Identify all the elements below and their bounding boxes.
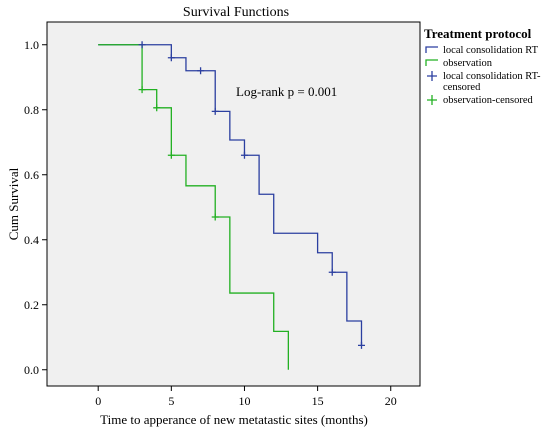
- chart-title: Survival Functions: [183, 5, 289, 20]
- censor-mark-1: [138, 86, 146, 94]
- x-axis: 0 5 10 15 20: [95, 386, 397, 408]
- y-tick-label: 0.8: [24, 103, 39, 117]
- legend-label-3: observation-censored: [443, 95, 534, 106]
- legend-label-0: local consolidation RT: [443, 45, 539, 56]
- censor-layer: [138, 41, 365, 349]
- legend-label-2: local consolidation RT-: [443, 71, 541, 82]
- censor-mark-0: [240, 151, 248, 159]
- legend-title: Treatment protocol: [424, 26, 532, 41]
- censor-mark-0: [211, 107, 219, 115]
- legend-swatch-1: [425, 59, 438, 66]
- censor-mark-1: [211, 213, 219, 221]
- censor-mark-0: [197, 67, 205, 75]
- legend-label-1: observation: [443, 58, 493, 69]
- x-tick-label: 10: [238, 394, 250, 408]
- legend-label-2: censored: [443, 82, 481, 93]
- legend-swatch-2: [427, 71, 437, 81]
- censor-mark-0: [328, 268, 336, 276]
- series-line-0: [98, 44, 363, 346]
- legend-swatch-3: [427, 95, 437, 105]
- y-axis: 0.0 0.2 0.4 0.6 0.8 1.0: [24, 38, 47, 377]
- x-tick-label: 0: [95, 394, 101, 408]
- legend: Treatment protocol local consolidation R…: [424, 26, 541, 106]
- x-tick-label: 15: [312, 394, 324, 408]
- x-axis-title: Time to apperance of new metatastic site…: [100, 412, 368, 427]
- censor-mark-0: [357, 341, 365, 349]
- x-tick-label: 5: [168, 394, 174, 408]
- y-axis-title: Cum Survival: [6, 167, 21, 240]
- plot-area: [46, 21, 421, 387]
- censor-mark-0: [138, 41, 146, 49]
- x-tick-label: 20: [385, 394, 397, 408]
- censor-mark-0: [167, 54, 175, 62]
- y-tick-label: 0.0: [24, 363, 39, 377]
- y-tick-label: 0.2: [24, 298, 39, 312]
- series-line-1: [98, 44, 290, 370]
- censor-mark-1: [167, 151, 175, 159]
- y-tick-label: 0.6: [24, 168, 39, 182]
- censor-mark-1: [153, 104, 161, 112]
- legend-swatch-0: [425, 46, 438, 53]
- log-rank-annotation: Log-rank p = 0.001: [236, 84, 337, 99]
- series-layer: [98, 44, 363, 370]
- y-tick-label: 1.0: [24, 38, 39, 52]
- y-tick-label: 0.4: [24, 233, 39, 247]
